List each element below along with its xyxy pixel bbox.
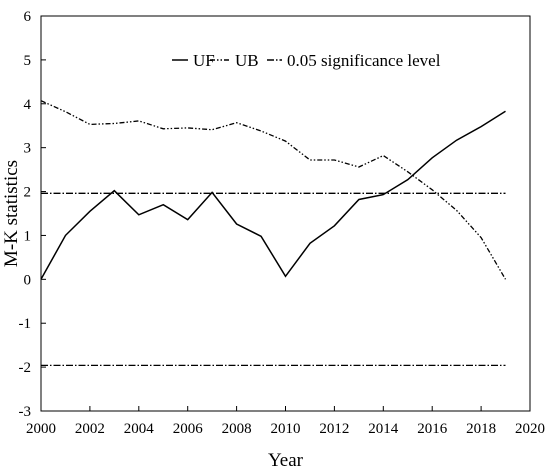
- x-tick-label: 2014: [368, 421, 399, 437]
- y-tick-label: 3: [24, 141, 32, 157]
- y-tick-label: 2: [24, 185, 32, 201]
- legend-label: 0.05 significance level: [287, 51, 441, 70]
- legend: UF UB 0.05 significance level: [172, 51, 441, 70]
- ticks-layer: 2000 2002 2004 2006 2008 2010 2012 2014 2016 2018…: [19, 9, 546, 437]
- series-line-ub: [40, 100, 507, 280]
- x-tick-label: 2016: [417, 421, 448, 437]
- y-tick-label: 5: [24, 53, 32, 69]
- y-tick-label: 6: [24, 9, 32, 25]
- x-tick-label: 2004: [124, 421, 155, 437]
- series-layer: [40, 100, 507, 367]
- y-tick-label: -2: [19, 360, 32, 376]
- x-tick-label: 2002: [75, 421, 105, 437]
- x-tick-label: 2018: [466, 421, 496, 437]
- legend-label: UB: [235, 51, 259, 70]
- y-tick-label: 1: [24, 228, 32, 244]
- x-tick-label: 2010: [271, 421, 301, 437]
- legend-label: UF: [193, 51, 215, 70]
- x-tick-label: 2020: [515, 421, 545, 437]
- x-tick-label: 2006: [173, 421, 204, 437]
- y-axis-title: M-K statistics: [1, 160, 22, 267]
- y-tick-label: -3: [19, 404, 32, 420]
- x-tick-label: 2000: [26, 421, 56, 437]
- plot-frame: [40, 15, 531, 412]
- y-tick-label: -1: [19, 316, 32, 332]
- y-tick-label: 0: [24, 272, 32, 288]
- y-tick-label: 4: [24, 97, 32, 113]
- x-axis-title: Year: [268, 450, 304, 471]
- series-line-uf: [40, 110, 506, 280]
- x-tick-label: 2008: [222, 421, 252, 437]
- x-tick-label: 2012: [319, 421, 349, 437]
